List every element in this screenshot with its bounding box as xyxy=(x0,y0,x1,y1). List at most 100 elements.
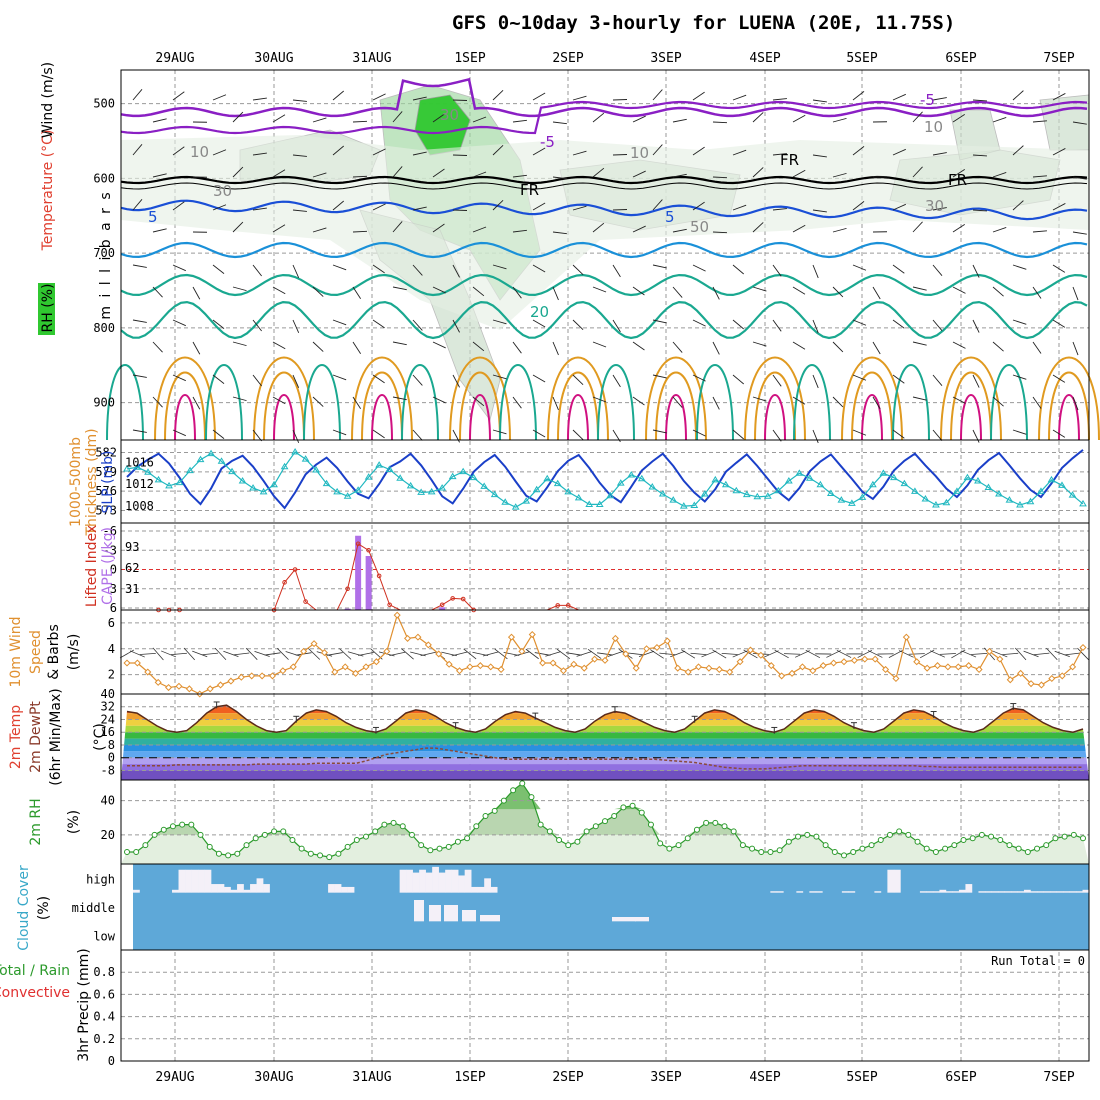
slp-marker xyxy=(396,474,405,481)
date-label-top: 3SEP xyxy=(650,51,681,66)
rh-marker xyxy=(427,847,434,854)
wind-speed-marker xyxy=(144,668,152,676)
wind-barb xyxy=(312,286,324,297)
wind-barb-10m xyxy=(805,649,821,659)
slp-line xyxy=(126,451,1084,508)
date-label-top: 29AUG xyxy=(155,51,194,66)
temp-band xyxy=(121,706,1089,714)
wind-barb xyxy=(732,94,747,101)
wind-barb-10m xyxy=(129,650,145,658)
cloud-high-bar xyxy=(965,884,973,893)
wind-barb xyxy=(772,374,782,387)
rh-marker xyxy=(868,842,875,849)
wind-barb xyxy=(172,319,186,327)
wind-speed-marker xyxy=(985,647,994,655)
contour-orange-lobe-inner xyxy=(851,371,893,441)
cloud-high-bar xyxy=(347,886,355,893)
wind-barb xyxy=(1012,429,1027,435)
cloud-high-bar xyxy=(1043,891,1051,893)
cloud-high-bar xyxy=(399,869,407,893)
temp-band xyxy=(121,738,1089,745)
cloud-high-bar xyxy=(178,869,186,893)
wind-barb xyxy=(592,222,605,233)
wind-barb xyxy=(972,264,980,278)
wind-barb-10m xyxy=(1064,652,1081,656)
wind-barb-10m xyxy=(939,653,956,655)
wind-barb xyxy=(812,429,819,444)
contour-freezing xyxy=(120,175,1088,185)
wind-barb xyxy=(372,319,385,329)
rh-area-high xyxy=(121,783,1089,810)
wind-barb xyxy=(412,151,427,156)
wind-barb xyxy=(432,168,445,178)
slp-marker xyxy=(249,484,257,491)
wind-barb xyxy=(132,198,143,211)
side-label-thickness-2: Thickness (dm) xyxy=(84,428,100,536)
contour-magenta-lobe xyxy=(960,394,982,441)
wind-barb-10m xyxy=(784,653,801,655)
cloud-high-bar xyxy=(1075,891,1083,893)
wind-speed-marker xyxy=(840,658,848,666)
rh-marker xyxy=(1043,842,1050,849)
wind-barb xyxy=(212,94,227,101)
wind-barb xyxy=(1012,264,1027,270)
wind-speed-marker xyxy=(726,668,734,676)
wind-speed-marker xyxy=(549,659,557,667)
wind-speed-marker xyxy=(435,650,443,658)
wind-barb xyxy=(392,166,403,178)
wind-barb xyxy=(812,209,827,213)
contour-teal-lobe xyxy=(303,364,341,441)
temp-tick-label: -8 xyxy=(101,763,115,777)
wind-barb xyxy=(832,117,847,123)
rh-marker xyxy=(565,842,572,849)
slp-marker xyxy=(217,457,226,464)
wind-barb xyxy=(312,227,327,233)
cloud-high-bar xyxy=(1056,891,1064,893)
thickness-tick-label: 579 xyxy=(95,465,117,479)
wind-barb xyxy=(692,319,706,327)
slp-marker xyxy=(207,449,215,457)
lifted-marker xyxy=(303,599,308,604)
cloud-middle-bar xyxy=(480,915,500,922)
rh-marker xyxy=(749,845,756,852)
wind-barb xyxy=(972,209,987,212)
cape-bar xyxy=(439,607,446,610)
wind-barb xyxy=(212,264,225,274)
wind-barb xyxy=(992,117,1007,123)
contour-orange-lobe xyxy=(841,356,903,441)
slp-marker xyxy=(1026,497,1035,505)
wind-barb xyxy=(672,396,683,408)
slp-marker xyxy=(354,486,363,493)
slp-marker xyxy=(522,497,531,504)
rh-marker xyxy=(795,833,802,840)
wind-barb xyxy=(932,97,947,101)
slp-marker xyxy=(364,473,373,480)
cloud-high-bar xyxy=(328,884,335,893)
temp-band xyxy=(121,757,1089,765)
contour-label: 50 xyxy=(690,218,709,236)
wind-barb xyxy=(872,396,881,410)
wind-barb xyxy=(752,222,764,233)
wind-barb xyxy=(192,396,201,410)
rh-marker xyxy=(261,831,268,838)
wind-barb xyxy=(1072,396,1079,411)
wind-barb-10m xyxy=(867,650,883,658)
wind-barb xyxy=(1052,374,1066,383)
lifted-marker xyxy=(282,580,287,585)
wind-barb-10m xyxy=(308,648,321,660)
rh-marker xyxy=(491,807,498,814)
wind-barb xyxy=(372,148,386,156)
wind-barb xyxy=(572,374,584,386)
wind-speed-marker xyxy=(1006,676,1014,684)
wind-barb xyxy=(392,286,407,291)
wind-barb xyxy=(732,149,747,156)
slp-marker xyxy=(123,464,131,472)
contour-magenta-lobe xyxy=(567,394,589,441)
wind-barb xyxy=(212,374,225,384)
pressure-tick-label: 900 xyxy=(93,396,115,410)
rh-area-mid xyxy=(121,783,1089,835)
slp-marker xyxy=(175,478,184,486)
slp-marker xyxy=(942,498,951,506)
date-label-top: 2SEP xyxy=(552,51,583,66)
cloud-high-bar xyxy=(1004,891,1012,893)
